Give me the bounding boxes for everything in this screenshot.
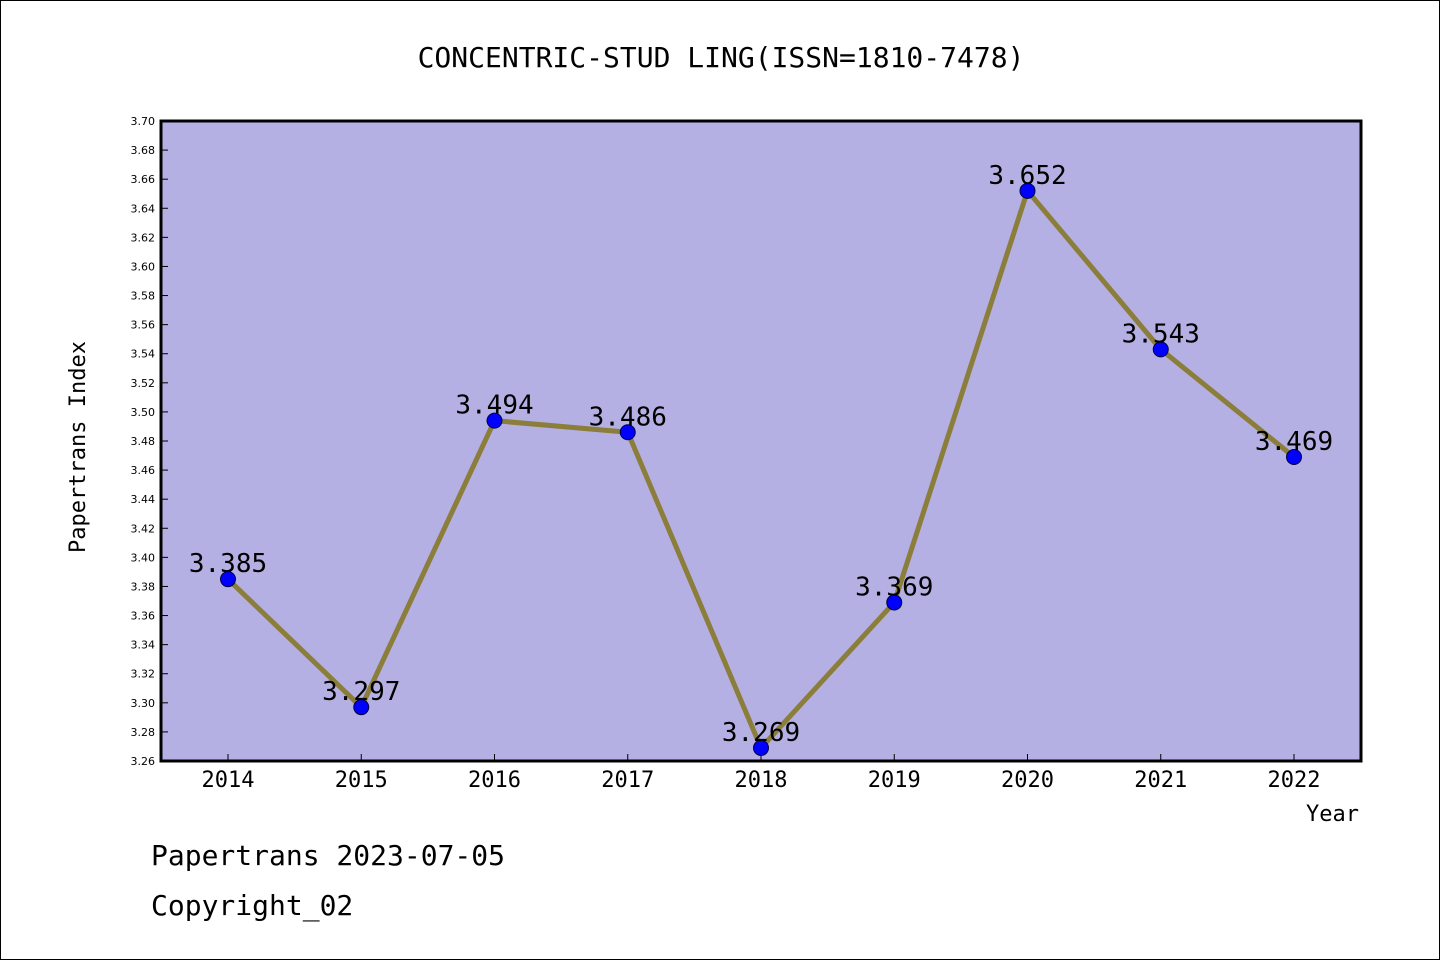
data-point — [1286, 449, 1302, 465]
y-tick-label: 3.36 — [131, 610, 156, 623]
data-point — [1019, 182, 1036, 199]
y-tick-label: 3.58 — [131, 290, 156, 303]
y-tick-label: 3.46 — [131, 464, 156, 477]
data-labels: 3.385 3.297 3.494 3.486 3.269 3.369 3.652 3.543… — [189, 161, 1333, 748]
plot-area — [159, 119, 1363, 763]
y-tick-label: 3.70 — [131, 115, 156, 128]
x-tick-label: 2018 — [735, 768, 788, 793]
y-tick-label: 3.62 — [131, 231, 156, 244]
y-tick-label: 3.28 — [131, 726, 156, 739]
footer-date: Papertrans 2023-07-05 — [151, 839, 505, 872]
x-axis: 2014 2015 2016 2017 2018 2019 2020 2021 2022 — [202, 754, 1321, 793]
x-tick-label: 2022 — [1268, 768, 1321, 793]
x-tick-label: 2021 — [1134, 768, 1187, 793]
y-tick-label: 3.60 — [131, 260, 156, 273]
data-point — [619, 424, 636, 441]
data-points — [220, 182, 1302, 756]
data-label: 3.297 — [322, 677, 400, 707]
y-tick-label: 3.68 — [131, 144, 156, 157]
y-tick-label: 3.30 — [131, 697, 156, 710]
y-tick-label: 3.48 — [131, 435, 156, 448]
x-tick-label: 2017 — [601, 768, 654, 793]
x-tick-label: 2015 — [335, 768, 388, 793]
data-label: 3.652 — [988, 161, 1066, 191]
data-point — [886, 594, 903, 611]
data-point — [486, 412, 503, 429]
x-tick-label: 2020 — [1001, 768, 1054, 793]
y-tick-label: 3.26 — [131, 755, 156, 768]
footer-copyright: Copyright_02 — [151, 889, 353, 923]
y-tick-label: 3.54 — [131, 348, 156, 361]
y-tick-label: 3.66 — [131, 173, 156, 186]
y-axis: 3.26 3.28 3.30 3.32 3.34 3.36 3.38 3.40 3.42 3.44… — [131, 115, 168, 768]
data-label: 3.543 — [1122, 319, 1200, 349]
data-label: 3.269 — [722, 718, 800, 748]
y-tick-label: 3.56 — [131, 319, 156, 332]
y-tick-label: 3.42 — [131, 522, 156, 535]
y-tick-label: 3.44 — [131, 493, 156, 506]
data-label: 3.494 — [455, 391, 533, 421]
y-tick-label: 3.32 — [131, 668, 156, 681]
x-tick-label: 2016 — [468, 768, 521, 793]
data-label: 3.486 — [589, 402, 667, 432]
data-label: 3.469 — [1255, 427, 1333, 457]
y-tick-label: 3.50 — [131, 406, 156, 419]
data-point — [353, 699, 370, 716]
data-point — [220, 571, 236, 588]
y-tick-label: 3.38 — [131, 580, 156, 593]
y-tick-label: 3.40 — [131, 551, 156, 564]
x-tick-label: 2019 — [868, 768, 921, 793]
data-point — [753, 739, 769, 756]
chart-title: CONCENTRIC-STUD LING(ISSN=1810-7478) — [418, 41, 1025, 74]
data-label: 3.385 — [189, 549, 267, 579]
y-tick-label: 3.34 — [131, 639, 156, 652]
y-tick-label: 3.52 — [131, 377, 156, 390]
data-point — [1152, 341, 1169, 358]
y-tick-label: 3.64 — [131, 202, 156, 215]
x-tick-label: 2014 — [202, 768, 255, 793]
y-axis-label: Papertrans Index — [66, 341, 91, 553]
x-axis-label: Year — [1306, 802, 1359, 827]
data-label: 3.369 — [855, 572, 933, 602]
